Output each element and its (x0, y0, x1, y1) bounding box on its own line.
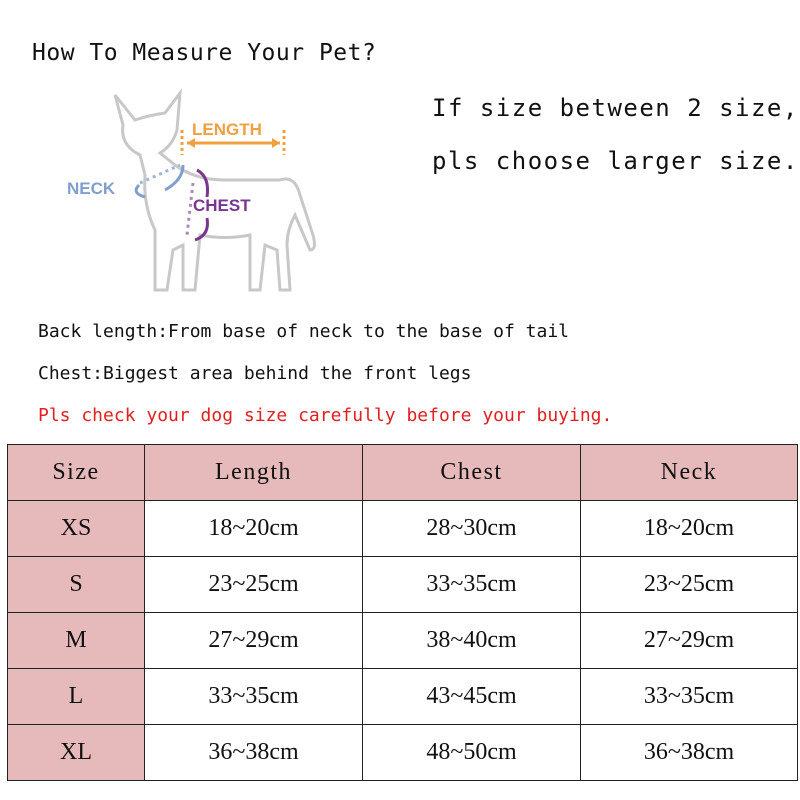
chest-cell: 33~35cm (362, 556, 581, 613)
table-row: XS 18~20cm 28~30cm 18~20cm (7, 500, 798, 557)
table-header-row: Size Length Chest Neck (7, 444, 798, 501)
page-title: How To Measure Your Pet? (32, 40, 377, 66)
table-row: M 27~29cm 38~40cm 27~29cm (7, 612, 798, 669)
size-cell: L (7, 668, 145, 725)
neck-cell: 23~25cm (580, 556, 798, 613)
chest-indicator: CHEST (185, 168, 251, 242)
dog-outline (113, 87, 316, 292)
header-size: Size (7, 444, 145, 501)
chest-cell: 28~30cm (362, 500, 581, 557)
chest-cell: 43~45cm (362, 668, 581, 725)
length-cell: 27~29cm (144, 612, 363, 669)
neck-cell: 18~20cm (580, 500, 798, 557)
dog-measurement-diagram: LENGTH NECK CHEST (67, 87, 316, 292)
chest-cell: 38~40cm (362, 612, 581, 669)
table-row: S 23~25cm 33~35cm 23~25cm (7, 556, 798, 613)
length-cell: 33~35cm (144, 668, 363, 725)
neck-cell: 36~38cm (580, 724, 798, 781)
length-cell: 36~38cm (144, 724, 363, 781)
header-chest: Chest (362, 444, 581, 501)
length-cell: 18~20cm (144, 500, 363, 557)
length-label: LENGTH (192, 120, 262, 139)
size-cell: XL (7, 724, 145, 781)
size-hint-line-2: pls choose larger size. (432, 147, 799, 175)
size-hint-line-1: If size between 2 size, (432, 94, 799, 122)
chest-cell: 48~50cm (362, 724, 581, 781)
size-cell: S (7, 556, 145, 613)
neck-label: NECK (67, 179, 116, 198)
size-cell: M (7, 612, 145, 669)
table-row: L 33~35cm 43~45cm 33~35cm (7, 668, 798, 725)
length-indicator: LENGTH (180, 120, 286, 155)
size-cell: XS (7, 500, 145, 557)
length-cell: 23~25cm (144, 556, 363, 613)
header-neck: Neck (580, 444, 798, 501)
header-length: Length (144, 444, 363, 501)
neck-cell: 27~29cm (580, 612, 798, 669)
neck-cell: 33~35cm (580, 668, 798, 725)
table-row: XL 36~38cm 48~50cm 36~38cm (7, 724, 798, 781)
chest-note: Chest:Biggest area behind the front legs (38, 363, 472, 384)
back-length-note: Back length:From base of neck to the bas… (38, 321, 570, 342)
neck-indicator: NECK (67, 163, 185, 199)
warning-text: Pls check your dog size carefully before… (38, 405, 613, 426)
size-table: Size Length Chest Neck XS 18~20cm 28~30c… (7, 444, 798, 781)
chest-label: CHEST (193, 196, 251, 215)
